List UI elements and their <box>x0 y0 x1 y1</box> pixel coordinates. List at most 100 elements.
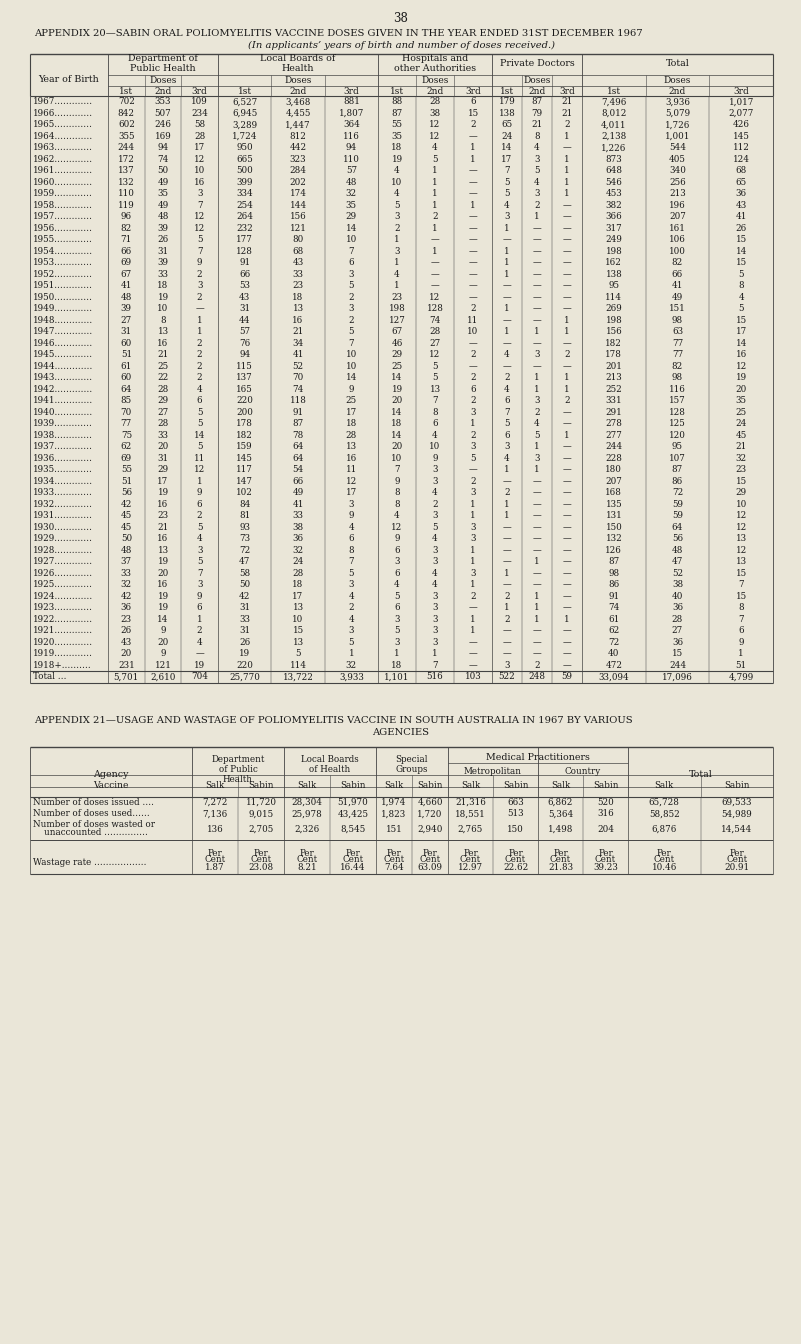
Text: 3: 3 <box>534 155 540 164</box>
Text: 2: 2 <box>534 661 540 669</box>
Text: 1: 1 <box>470 546 476 555</box>
Text: 6: 6 <box>394 603 400 613</box>
Text: —: — <box>562 247 571 255</box>
Text: 23: 23 <box>392 293 403 302</box>
Text: 161: 161 <box>669 223 686 233</box>
Text: 17: 17 <box>346 407 357 417</box>
Text: Per: Per <box>345 848 360 857</box>
Text: —: — <box>533 569 541 578</box>
Text: —: — <box>562 569 571 578</box>
Text: —: — <box>533 546 541 555</box>
Text: 14: 14 <box>392 430 403 439</box>
Text: 2: 2 <box>433 212 438 222</box>
Text: 5: 5 <box>197 442 203 452</box>
Text: —: — <box>469 223 477 233</box>
Text: 42: 42 <box>121 591 132 601</box>
Text: 59: 59 <box>562 672 573 681</box>
Text: —: — <box>533 247 541 255</box>
Text: 1966.…………: 1966.………… <box>33 109 93 118</box>
Text: 5: 5 <box>197 419 203 429</box>
Text: 15: 15 <box>735 235 747 245</box>
Text: 151: 151 <box>669 304 686 313</box>
Text: 70: 70 <box>292 374 304 382</box>
Text: 17: 17 <box>501 155 513 164</box>
Text: —: — <box>502 362 511 371</box>
Text: 1967.…………: 1967.………… <box>33 97 93 106</box>
Text: 78: 78 <box>292 430 304 439</box>
Text: 19: 19 <box>158 603 168 613</box>
Text: 1954.…………: 1954.………… <box>33 247 93 255</box>
Text: —: — <box>562 304 571 313</box>
Text: 93: 93 <box>239 523 250 532</box>
Text: 6: 6 <box>348 535 354 543</box>
Text: Total …: Total … <box>33 672 66 681</box>
Text: 21.83: 21.83 <box>548 863 573 871</box>
Text: 6: 6 <box>433 419 438 429</box>
Text: —: — <box>533 235 541 245</box>
Text: 3: 3 <box>534 454 540 462</box>
Text: 27: 27 <box>429 339 441 348</box>
Text: 1963.…………: 1963.………… <box>33 144 93 152</box>
Text: 507: 507 <box>155 109 171 118</box>
Text: Cent: Cent <box>727 856 747 864</box>
Text: 1948.…………: 1948.………… <box>33 316 93 325</box>
Text: 1st: 1st <box>607 86 621 95</box>
Text: Department
of Public
Health: Department of Public Health <box>211 754 264 785</box>
Text: 69: 69 <box>121 454 132 462</box>
Text: Cent: Cent <box>460 856 481 864</box>
Text: 1947.…………: 1947.………… <box>33 327 93 336</box>
Text: 2: 2 <box>504 591 509 601</box>
Text: 1st: 1st <box>390 86 404 95</box>
Text: Per: Per <box>598 848 613 857</box>
Text: —: — <box>195 304 204 313</box>
Text: 138: 138 <box>499 109 515 118</box>
Text: 24: 24 <box>501 132 513 141</box>
Text: 1: 1 <box>739 649 744 659</box>
Text: 49: 49 <box>157 177 169 187</box>
Text: 55: 55 <box>392 120 402 129</box>
Text: 516: 516 <box>427 672 444 681</box>
Text: Hospitals and
other Authorities: Hospitals and other Authorities <box>394 54 476 73</box>
Text: 1937.…………: 1937.………… <box>33 442 93 452</box>
Text: —: — <box>533 362 541 371</box>
Text: 95: 95 <box>672 442 683 452</box>
Text: 200: 200 <box>236 407 253 417</box>
Text: 2,705: 2,705 <box>248 825 274 835</box>
Text: 6,945: 6,945 <box>232 109 257 118</box>
Text: 87: 87 <box>531 97 542 106</box>
Text: 5: 5 <box>348 638 354 646</box>
Text: 340: 340 <box>669 167 686 175</box>
Text: —: — <box>431 281 440 290</box>
Text: Per: Per <box>300 848 314 857</box>
Text: 23: 23 <box>735 465 747 474</box>
Text: —: — <box>562 270 571 278</box>
Text: 20: 20 <box>157 569 169 578</box>
Text: 67: 67 <box>392 327 403 336</box>
Text: 67: 67 <box>121 270 132 278</box>
Text: 1: 1 <box>470 511 476 520</box>
Text: 57: 57 <box>346 167 357 175</box>
Text: 1919.…………: 1919.………… <box>33 649 93 659</box>
Text: 69,533: 69,533 <box>722 798 752 806</box>
Text: 21: 21 <box>292 327 304 336</box>
Text: 4: 4 <box>504 454 510 462</box>
Text: 1: 1 <box>534 327 540 336</box>
Text: 20: 20 <box>121 649 132 659</box>
Text: Vaccine: Vaccine <box>93 781 129 790</box>
Text: 12: 12 <box>735 523 747 532</box>
Text: —: — <box>533 223 541 233</box>
Text: 201: 201 <box>606 362 622 371</box>
Text: 1962.…………: 1962.………… <box>33 155 93 164</box>
Text: 1,498: 1,498 <box>548 825 574 835</box>
Text: 137: 137 <box>236 374 253 382</box>
Text: 32: 32 <box>121 581 132 589</box>
Text: 16: 16 <box>157 339 169 348</box>
Text: Cent: Cent <box>384 856 405 864</box>
Text: 4: 4 <box>534 177 540 187</box>
Text: 3: 3 <box>433 465 438 474</box>
Text: 49: 49 <box>672 293 683 302</box>
Text: 5: 5 <box>197 558 203 566</box>
Text: 32: 32 <box>292 546 304 555</box>
Text: 4: 4 <box>739 293 744 302</box>
Text: —: — <box>533 626 541 636</box>
